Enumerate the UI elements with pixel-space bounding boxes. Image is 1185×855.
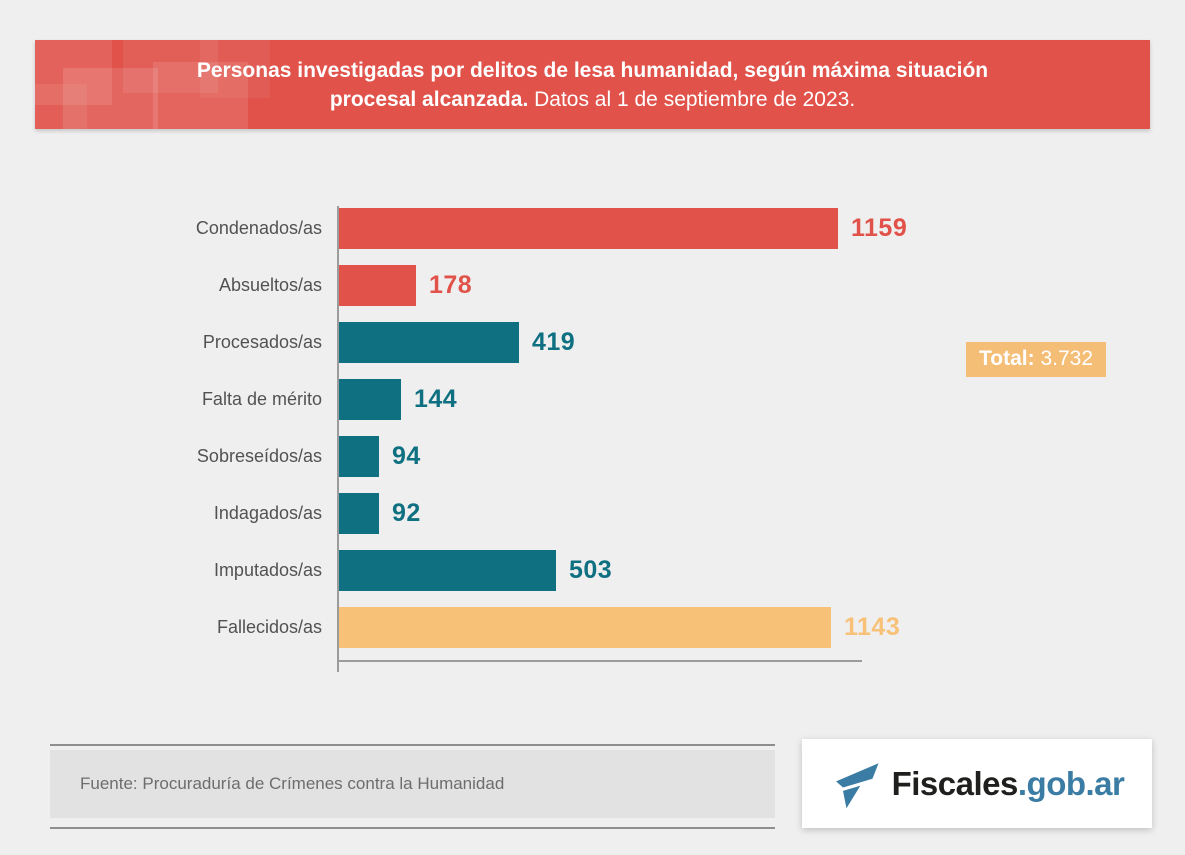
bar-value: 419 xyxy=(532,328,576,356)
title-line2-bold: procesal alcanzada. xyxy=(329,87,529,111)
source-text: Fuente: Procuraduría de Crímenes contra … xyxy=(80,774,505,793)
deco-square xyxy=(63,68,158,129)
bar-label: Sobreseídos/as xyxy=(196,446,322,466)
bar xyxy=(339,265,416,306)
deco-square xyxy=(35,40,112,105)
deco-square xyxy=(200,40,270,98)
source-divider-top xyxy=(50,744,775,746)
bar-label: Condenados/as xyxy=(195,218,322,238)
bar-value: 178 xyxy=(429,271,473,299)
bar xyxy=(339,379,401,420)
bar-value: 92 xyxy=(392,499,421,527)
bar-label: Indagados/as xyxy=(213,503,322,523)
bar xyxy=(339,607,831,648)
bar-row: Fallecidos/as 1143 xyxy=(0,607,1185,648)
bar-label: Imputados/as xyxy=(213,560,322,580)
source-divider-bottom xyxy=(50,827,775,829)
bar-row: Indagados/as 92 xyxy=(0,493,1185,534)
bar-value: 1143 xyxy=(844,613,901,641)
total-badge: Total: 3.732 xyxy=(966,342,1106,377)
bar-track: 94 xyxy=(339,436,1185,477)
bar-value: 144 xyxy=(414,385,458,413)
bar-label: Absueltos/as xyxy=(218,275,322,295)
deco-square xyxy=(153,62,248,129)
deco-square xyxy=(35,84,87,129)
bar-row: Imputados/as 503 xyxy=(0,550,1185,591)
bar-value: 94 xyxy=(392,442,421,470)
logo-text-gobar: .gob.ar xyxy=(1017,764,1125,802)
logo-text-fiscales: Fiscales xyxy=(891,764,1019,802)
bar-track: 92 xyxy=(339,493,1185,534)
bar-track: 144 xyxy=(339,379,1185,420)
bar-track: 419 xyxy=(339,322,1185,363)
bar-row: Falta de mérito 144 xyxy=(0,379,1185,420)
bar-label: Procesados/as xyxy=(202,332,322,352)
bar-label: Fallecidos/as xyxy=(216,617,322,637)
bar-label: Falta de mérito xyxy=(201,389,322,409)
title-line2-regular: Datos al 1 de septiembre de 2023. xyxy=(528,87,856,111)
bar xyxy=(339,322,519,363)
bar-value: 1159 xyxy=(851,214,908,242)
total-value: 3.732 xyxy=(1034,347,1093,370)
bar xyxy=(339,208,838,249)
bar-track: 178 xyxy=(339,265,1185,306)
y-axis-line xyxy=(337,206,339,672)
bar-row: Absueltos/as 178 xyxy=(0,265,1185,306)
bar xyxy=(339,550,556,591)
title-band: Personas investigadas por delitos de les… xyxy=(35,40,1150,129)
fiscales-flag-icon xyxy=(835,762,879,808)
bar-row: Procesados/as 419 xyxy=(0,322,1185,363)
page-title: Personas investigadas por delitos de les… xyxy=(197,56,988,114)
source-box: Fuente: Procuraduría de Crímenes contra … xyxy=(50,750,775,818)
bar-row: Condenados/as 1159 xyxy=(0,208,1185,249)
bar-rows: Condenados/as 1159 Absueltos/as 178 Proc… xyxy=(0,208,1185,648)
deco-square xyxy=(123,40,218,93)
bar xyxy=(339,493,379,534)
bar-track: 1159 xyxy=(339,208,1185,249)
x-axis-line xyxy=(337,660,862,662)
bar xyxy=(339,436,379,477)
logo-text: Fiscales.gob.ar xyxy=(892,765,1125,803)
bar-value: 503 xyxy=(569,556,613,584)
bar-track: 1143 xyxy=(339,607,1185,648)
total-label: Total: xyxy=(979,347,1035,370)
title-line1: Personas investigadas por delitos de les… xyxy=(196,58,989,82)
bar-chart: Condenados/as 1159 Absueltos/as 178 Proc… xyxy=(0,208,1185,664)
bar-track: 503 xyxy=(339,550,1185,591)
fiscales-logo: Fiscales.gob.ar xyxy=(802,739,1152,828)
bar-row: Sobreseídos/as 94 xyxy=(0,436,1185,477)
